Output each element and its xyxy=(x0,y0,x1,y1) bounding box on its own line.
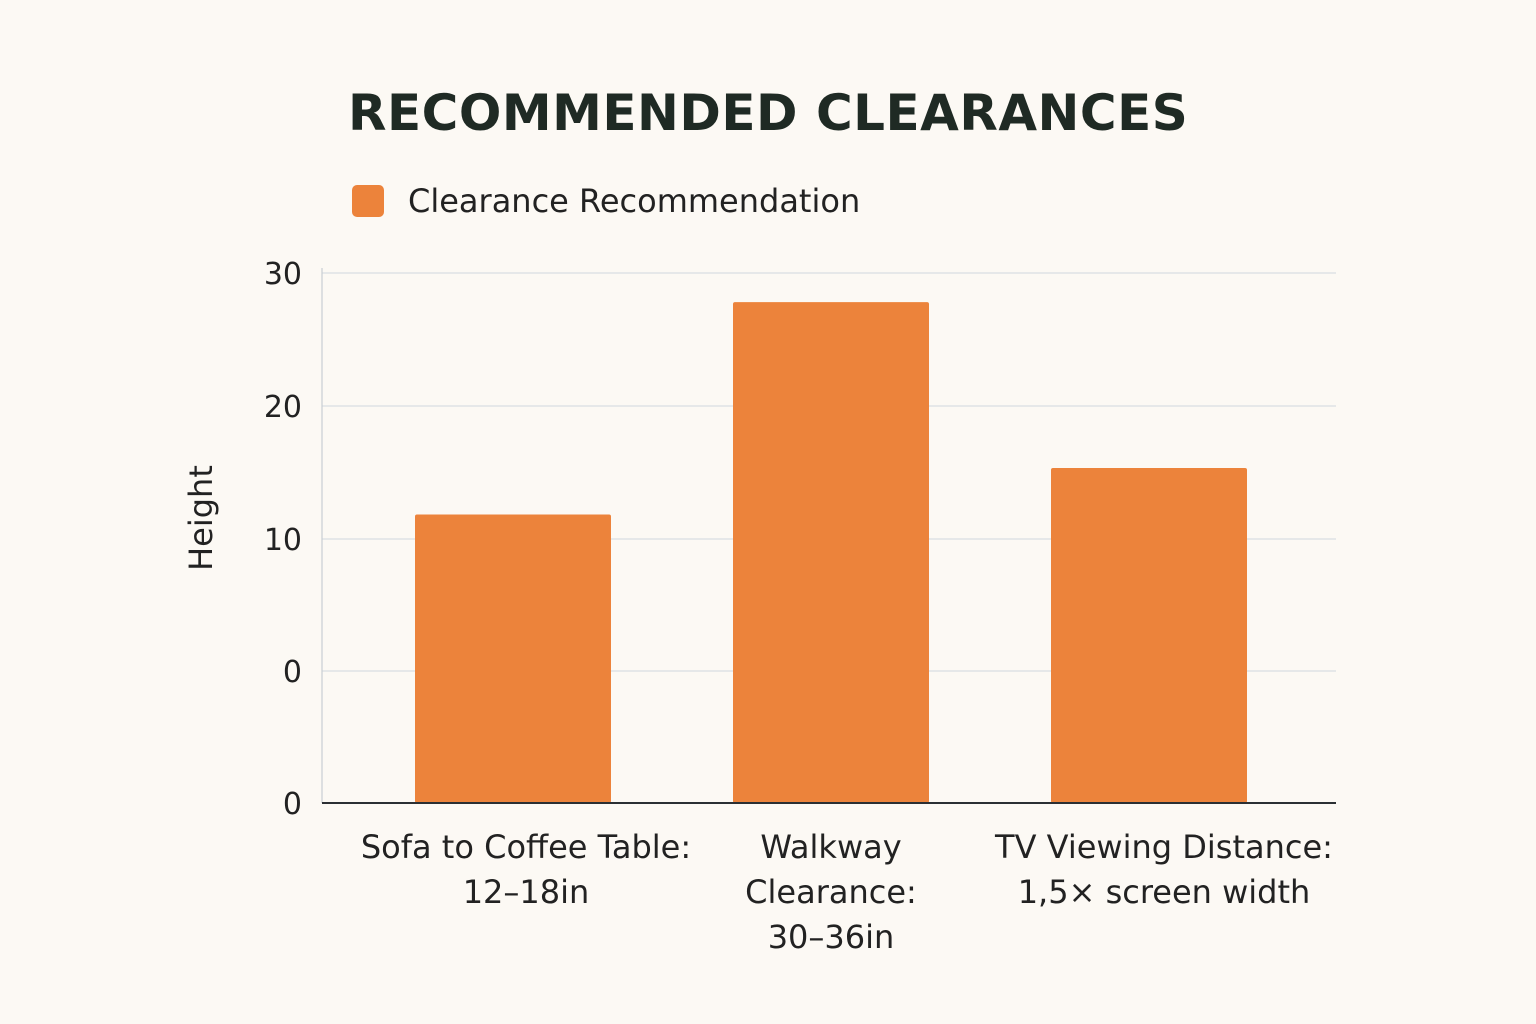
bar xyxy=(1051,468,1247,803)
x-tick-label: Sofa to Coffee Table: xyxy=(361,828,691,866)
x-tick-label: 30–36in xyxy=(768,918,895,956)
legend-label: Clearance Recommendation xyxy=(408,182,861,220)
x-tick-label: TV Viewing Distance: xyxy=(994,828,1333,866)
y-axis-title: Height xyxy=(182,465,220,571)
y-tick-label: 0 xyxy=(283,787,302,822)
y-tick-label: 20 xyxy=(264,390,302,425)
x-tick-label: Walkway xyxy=(760,828,901,866)
bar xyxy=(415,514,611,803)
x-tick-label: 1,5× screen width xyxy=(1018,873,1311,911)
x-tick-label: 12–18in xyxy=(463,873,590,911)
y-tick-label: 0 xyxy=(283,655,302,690)
x-tick-label: Clearance: xyxy=(745,873,917,911)
y-tick-label: 30 xyxy=(264,257,302,292)
legend-swatch xyxy=(352,185,384,217)
legend: Clearance Recommendation xyxy=(352,182,860,220)
chart-title: RECOMMENDED CLEARANCES xyxy=(348,84,1189,142)
y-tick-label: 10 xyxy=(264,523,302,558)
bar xyxy=(733,302,929,803)
